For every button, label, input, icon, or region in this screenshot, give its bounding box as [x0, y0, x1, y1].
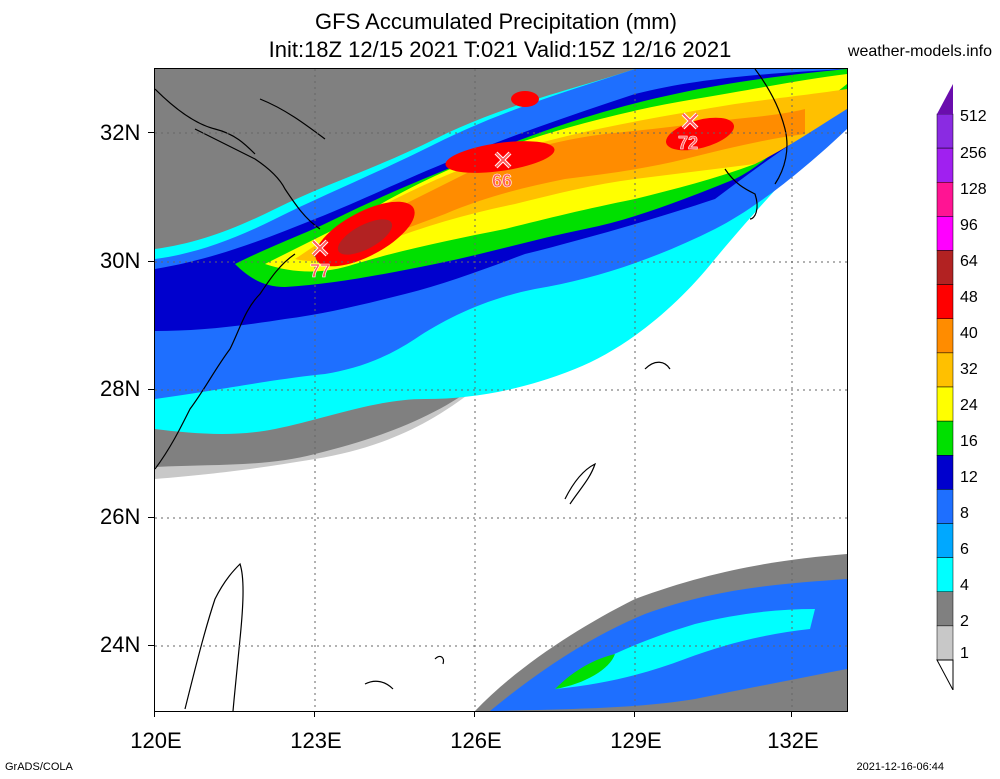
legend-swatch — [936, 455, 954, 490]
legend-label: 256 — [960, 145, 987, 162]
legend-label: 40 — [960, 325, 978, 342]
legend-label: 6 — [960, 541, 969, 558]
footer-software: GrADS/COLA — [5, 761, 73, 773]
legend-swatch — [936, 318, 954, 354]
max-value-3: 72 — [678, 133, 698, 153]
legend-swatch — [936, 182, 954, 217]
legend-label: 4 — [960, 577, 969, 594]
map-title: GFS Accumulated Precipitation (mm) — [315, 9, 677, 34]
max-value-1: 77 — [310, 261, 330, 281]
lat-label: 30N — [100, 248, 141, 273]
footer-timestamp: 2021-12-16-06:44 — [856, 761, 944, 773]
lon-label: 120E — [130, 728, 182, 753]
max-marker-2: 66 — [492, 151, 512, 191]
lon-tick — [791, 711, 792, 717]
lat-tick — [148, 132, 154, 133]
legend-swatch — [936, 557, 954, 592]
legend-swatch — [936, 216, 954, 251]
legend-swatch — [936, 523, 954, 558]
precip-core-north — [511, 91, 539, 107]
lon-label: 129E — [610, 728, 662, 753]
legend-label: 32 — [960, 361, 978, 378]
legend-label: 2 — [960, 613, 969, 630]
precip-south-green — [555, 654, 615, 689]
legend-swatch — [936, 250, 954, 285]
max-value-2: 66 — [492, 171, 512, 191]
legend-swatch — [936, 625, 954, 661]
precip-south-cyan — [555, 609, 815, 689]
coastlines — [155, 69, 788, 711]
lon-label: 123E — [290, 728, 342, 753]
legend-arrow-bottom — [936, 659, 954, 690]
legend-swatch — [936, 489, 954, 524]
map-subtitle: Init:18Z 12/15 2021 T:021 Valid:15Z 12/1… — [268, 37, 732, 62]
lat-label: 28N — [100, 376, 141, 401]
lon-label: 126E — [450, 728, 502, 753]
lon-tick — [474, 711, 475, 717]
legend-label: 16 — [960, 433, 978, 450]
legend-label: 8 — [960, 505, 969, 522]
lat-tick — [148, 261, 154, 262]
lat-label: 32N — [100, 120, 141, 145]
legend-label: 96 — [960, 217, 978, 234]
legend-label: 12 — [960, 469, 978, 486]
max-marker-1: 77 — [310, 239, 330, 281]
lon-tick — [314, 711, 315, 717]
site-credit: weather-models.info — [847, 43, 992, 60]
legend-label: 1 — [960, 645, 969, 662]
legend-label: 48 — [960, 289, 978, 306]
legend-swatch — [936, 113, 954, 149]
lon-tick — [154, 711, 155, 717]
color-legend — [936, 84, 954, 690]
graticule — [155, 69, 847, 711]
lon-tick — [634, 711, 635, 717]
precipitation-map: 77 66 72 — [154, 68, 848, 712]
lat-tick — [148, 389, 154, 390]
lat-label: 24N — [100, 632, 141, 657]
map-svg: 77 66 72 — [155, 69, 847, 711]
precip-core-west-peak — [337, 219, 393, 255]
legend-swatch — [936, 591, 954, 627]
legend-label: 512 — [960, 108, 987, 125]
lat-tick — [148, 517, 154, 518]
legend-label: 64 — [960, 253, 978, 270]
legend-arrow-top — [937, 84, 953, 114]
legend-swatch — [936, 420, 954, 456]
lat-label: 26N — [100, 504, 141, 529]
legend-swatch — [936, 284, 954, 319]
lon-label: 132E — [767, 728, 819, 753]
legend-swatch — [936, 386, 954, 422]
legend-swatch — [936, 352, 954, 388]
legend-label: 128 — [960, 181, 987, 198]
lat-tick — [148, 645, 154, 646]
legend-label: 24 — [960, 397, 978, 414]
legend-swatch — [936, 147, 954, 183]
max-marker-3: 72 — [678, 112, 699, 153]
